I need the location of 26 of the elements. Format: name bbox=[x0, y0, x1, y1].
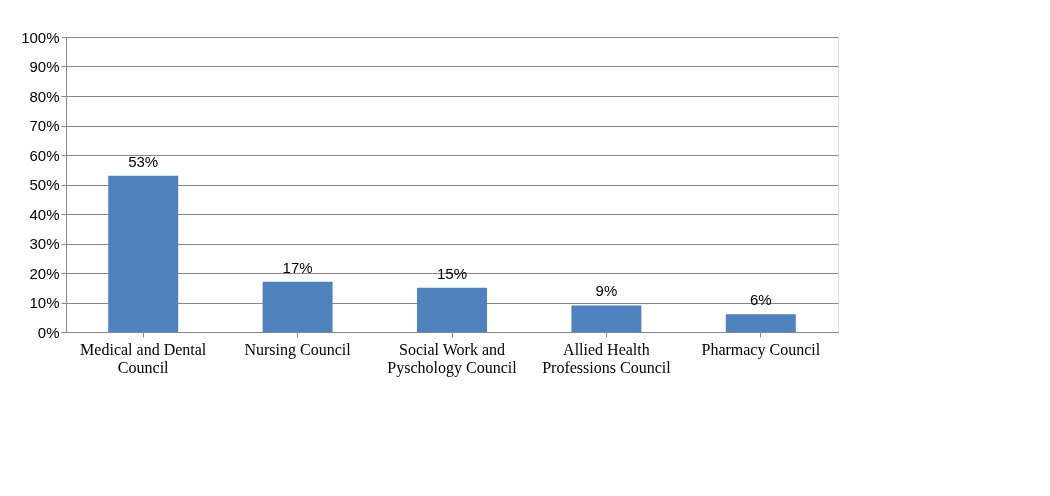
y-tick-label: 0% bbox=[37, 323, 60, 341]
data-label: 9% bbox=[595, 282, 618, 300]
y-tick-label: 10% bbox=[29, 294, 60, 311]
x-tick-label: Pharmacy Council bbox=[701, 340, 821, 359]
bar bbox=[417, 287, 487, 332]
y-tick-label: 30% bbox=[29, 235, 60, 252]
y-tick-label: 50% bbox=[29, 176, 60, 193]
y-tick-label: 20% bbox=[29, 264, 60, 282]
y-tick-label: 60% bbox=[29, 146, 60, 164]
data-label: 6% bbox=[749, 291, 772, 309]
bar bbox=[108, 175, 179, 332]
x-tick-label: Allied Health Professions Council bbox=[542, 340, 672, 376]
x-tick-label: Medical and Dental Council bbox=[80, 340, 207, 376]
data-label: 17% bbox=[282, 258, 313, 276]
y-tick-label: 40% bbox=[29, 205, 60, 223]
bar bbox=[571, 305, 642, 332]
x-tick-label: Nursing Council bbox=[244, 340, 352, 359]
y-tick-label: 70% bbox=[29, 117, 60, 134]
data-label: 15% bbox=[436, 264, 468, 282]
bar bbox=[725, 314, 796, 332]
x-tick-label: Social Work and Pyschology Council bbox=[387, 340, 518, 377]
bar bbox=[262, 281, 333, 332]
y-tick-label: 80% bbox=[29, 87, 60, 105]
data-label: 53% bbox=[128, 152, 159, 170]
y-tick-label: 90% bbox=[29, 58, 60, 75]
y-tick-label: 100% bbox=[21, 28, 60, 46]
